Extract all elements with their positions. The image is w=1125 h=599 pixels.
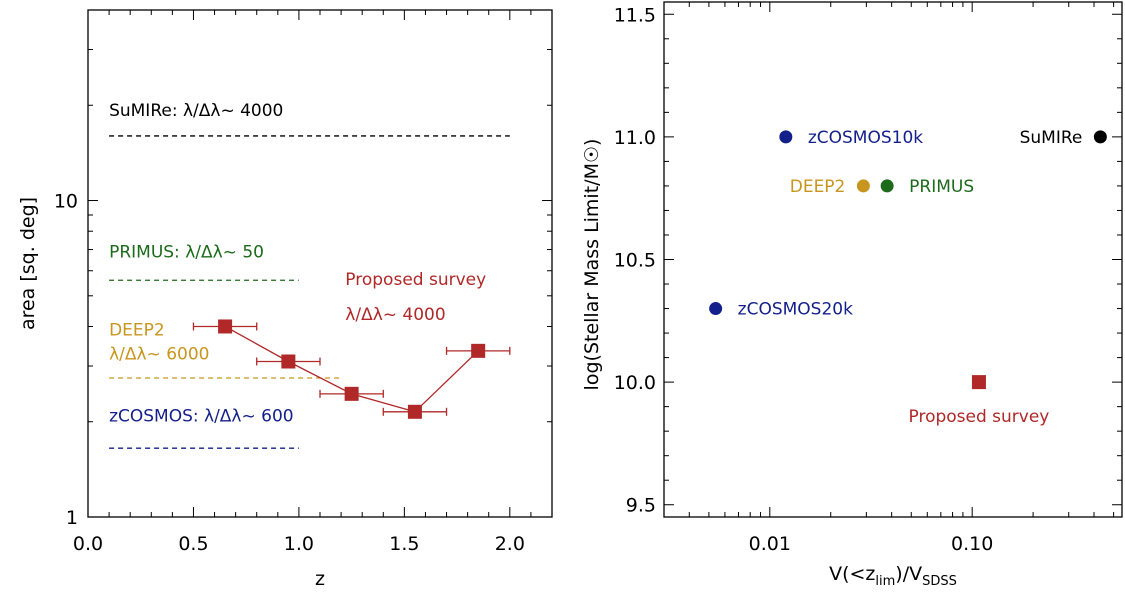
right-points: zCOSMOS10k SuMIRe DEEP2 PRIMUS zCOSMOS20k Pro… (709, 128, 1107, 427)
right-x-tick-label: 0.01 (749, 533, 791, 555)
right-y-tick-label: 10.5 (614, 250, 656, 272)
right-y-tick-label: 11.5 (614, 4, 656, 26)
right-y-tick-label: 11.0 (614, 127, 656, 149)
deep2-point (856, 179, 870, 193)
left-x-tick-label: 1.5 (389, 533, 419, 555)
left-x-tick-label: 1.0 (284, 533, 314, 555)
zcosmos-annotation: zCOSMOS: λ/Δλ~ 600 (109, 407, 294, 427)
right-panel: zCOSMOS10k SuMIRe DEEP2 PRIMUS zCOSMOS20k Pro… (581, 1, 1123, 589)
right-x-axis-label-sub1: lim (875, 574, 895, 589)
deep2-annotation: λ/Δλ~ 6000 (109, 344, 209, 364)
left-x-tick-label: 0.0 (73, 533, 103, 555)
point-label: zCOSMOS10k (808, 128, 923, 148)
left-series (192, 319, 511, 419)
proposed-survey-point (471, 343, 486, 358)
deep2-annotation: DEEP2 (109, 320, 165, 340)
proposed-survey-point (971, 375, 986, 390)
proposed-survey-point (344, 386, 359, 401)
left-axes: 0.0 0.5 1.0 1.5 2.0 1 10 (54, 9, 553, 555)
proposed-survey-point (281, 354, 296, 369)
primus-point (880, 179, 894, 193)
left-y-tick-label: 1 (66, 507, 78, 529)
left-x-axis-label: z (315, 568, 325, 590)
sumire-point (1093, 130, 1107, 144)
left-plot-frame (87, 9, 553, 518)
right-y-axis-label: log(Stellar Mass Limit/M☉) (581, 139, 603, 391)
left-annotations: SuMIRe: λ/Δλ~ 4000 PRIMUS: λ/Δλ~ 50 Propos… (109, 101, 486, 427)
left-x-tick-label: 2.0 (495, 533, 525, 555)
left-x-tick-label: 0.5 (178, 533, 208, 555)
left-y-axis-label: area [sq. deg] (17, 197, 39, 330)
right-y-tick-label: 9.5 (626, 495, 656, 517)
right-y-axis-label-end: ) (581, 139, 603, 146)
proposed-survey-point (218, 319, 233, 334)
point-label: Proposed survey (909, 407, 1050, 427)
right-x-tick-label: 0.10 (951, 533, 993, 555)
right-y-axis-label-part1: log(Stellar Mass Limit/M (581, 163, 603, 390)
solar-mass-symbol: ☉ (581, 146, 603, 163)
right-y-tick-label: 10.0 (614, 372, 656, 394)
left-panel: SuMIRe: λ/Δλ~ 4000 PRIMUS: λ/Δλ~ 50 Propos… (17, 9, 553, 590)
right-axes: 0.01 0.10 9.5 10.0 10.5 11.0 11.5 (614, 2, 1122, 555)
zcosmos-point (709, 302, 723, 316)
left-y-tick-label: 10 (54, 191, 78, 213)
right-x-axis-label-part1: V(<z (829, 563, 875, 585)
right-plot-frame (663, 1, 1123, 518)
point-label: zCOSMOS20k (738, 300, 853, 320)
right-x-axis-label-sub2: SDSS (922, 574, 957, 589)
point-label: PRIMUS (909, 177, 974, 197)
point-label: SuMIRe (1020, 128, 1083, 148)
proposed-annotation: λ/Δλ~ 4000 (345, 305, 445, 325)
zcosmos-point (779, 130, 793, 144)
point-label: DEEP2 (790, 177, 846, 197)
primus-annotation: PRIMUS: λ/Δλ~ 50 (109, 243, 264, 263)
right-x-axis-label-part2: )/V (895, 563, 922, 585)
proposed-annotation: Proposed survey (345, 270, 486, 290)
left-reference-lines (109, 135, 510, 449)
proposed-survey-point (407, 404, 422, 419)
sumire-annotation: SuMIRe: λ/Δλ~ 4000 (109, 101, 283, 121)
right-x-axis-label: V(<zlim)/VSDSS (829, 563, 957, 589)
